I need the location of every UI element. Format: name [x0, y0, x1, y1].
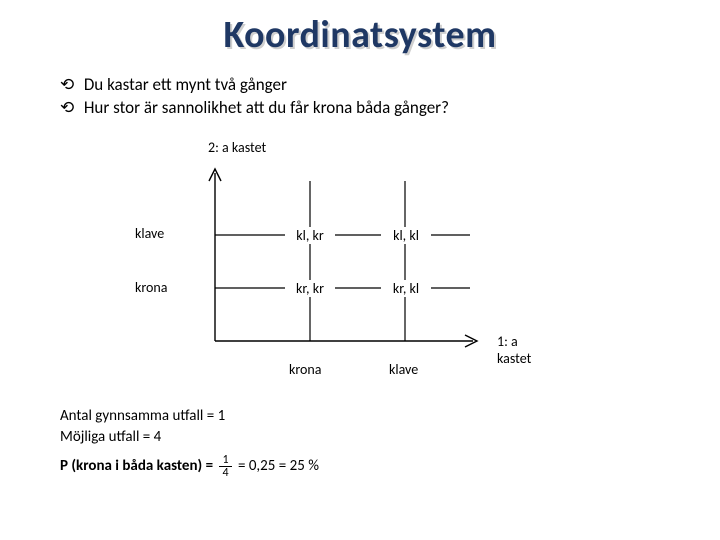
title-front: Koordinatsystem	[223, 12, 496, 58]
possible-value: 4	[154, 428, 162, 446]
cell-r1c2: kl, kl	[381, 227, 431, 244]
favorable-prefix: Antal gynnsamma utfall =	[60, 407, 218, 425]
grid-svg	[205, 163, 485, 353]
p-symbol: P	[60, 457, 68, 475]
probability-tail: = 0,25 = 25 %	[235, 457, 319, 475]
fraction: 14	[219, 454, 231, 479]
cell-r2c2: kr, kl	[381, 280, 431, 297]
y-label-krona: krona	[135, 279, 167, 296]
bullet-text: Du kastar ett mynt två gånger	[84, 74, 287, 95]
y-axis-title: 2: a kastet	[208, 139, 266, 156]
cell-r1c1: kl, kr	[285, 227, 335, 244]
probability-line: P (krona i båda kasten) = 14 = 0,25 = 25…	[60, 454, 319, 479]
bullet-item: ⟲ Du kastar ett mynt två gånger	[60, 74, 449, 95]
bullet-text: Hur stor är sannolikhet att du får krona…	[84, 97, 449, 118]
bullet-item: ⟲ Hur stor är sannolikhet att du får kro…	[60, 97, 449, 118]
fraction-numerator: 1	[219, 454, 231, 467]
favorable-value: 1	[218, 407, 226, 425]
cell-r2c1: kr, kr	[285, 280, 335, 297]
possible-outcomes-line: Möjliga utfall = 4	[60, 427, 319, 447]
possible-prefix: Möjliga utfall =	[60, 428, 154, 446]
x-label-klave: klave	[389, 361, 418, 378]
fraction-denominator: 4	[219, 467, 231, 479]
x-label-krona: krona	[289, 361, 321, 378]
y-label-klave: klave	[135, 225, 164, 242]
page-title: Koordinatsystem Koordinatsystem	[0, 12, 720, 58]
footer-math: Antal gynnsamma utfall = 1 Möjliga utfal…	[60, 405, 319, 480]
bullet-list: ⟲ Du kastar ett mynt två gånger ⟲ Hur st…	[60, 72, 449, 120]
bullet-glyph-icon: ⟲	[60, 74, 80, 95]
favorable-outcomes-line: Antal gynnsamma utfall = 1	[60, 406, 319, 426]
bullet-glyph-icon: ⟲	[60, 97, 80, 118]
p-paren: (krona i båda kasten) =	[68, 457, 216, 475]
x-axis-title: 1: a kastet	[497, 333, 555, 367]
